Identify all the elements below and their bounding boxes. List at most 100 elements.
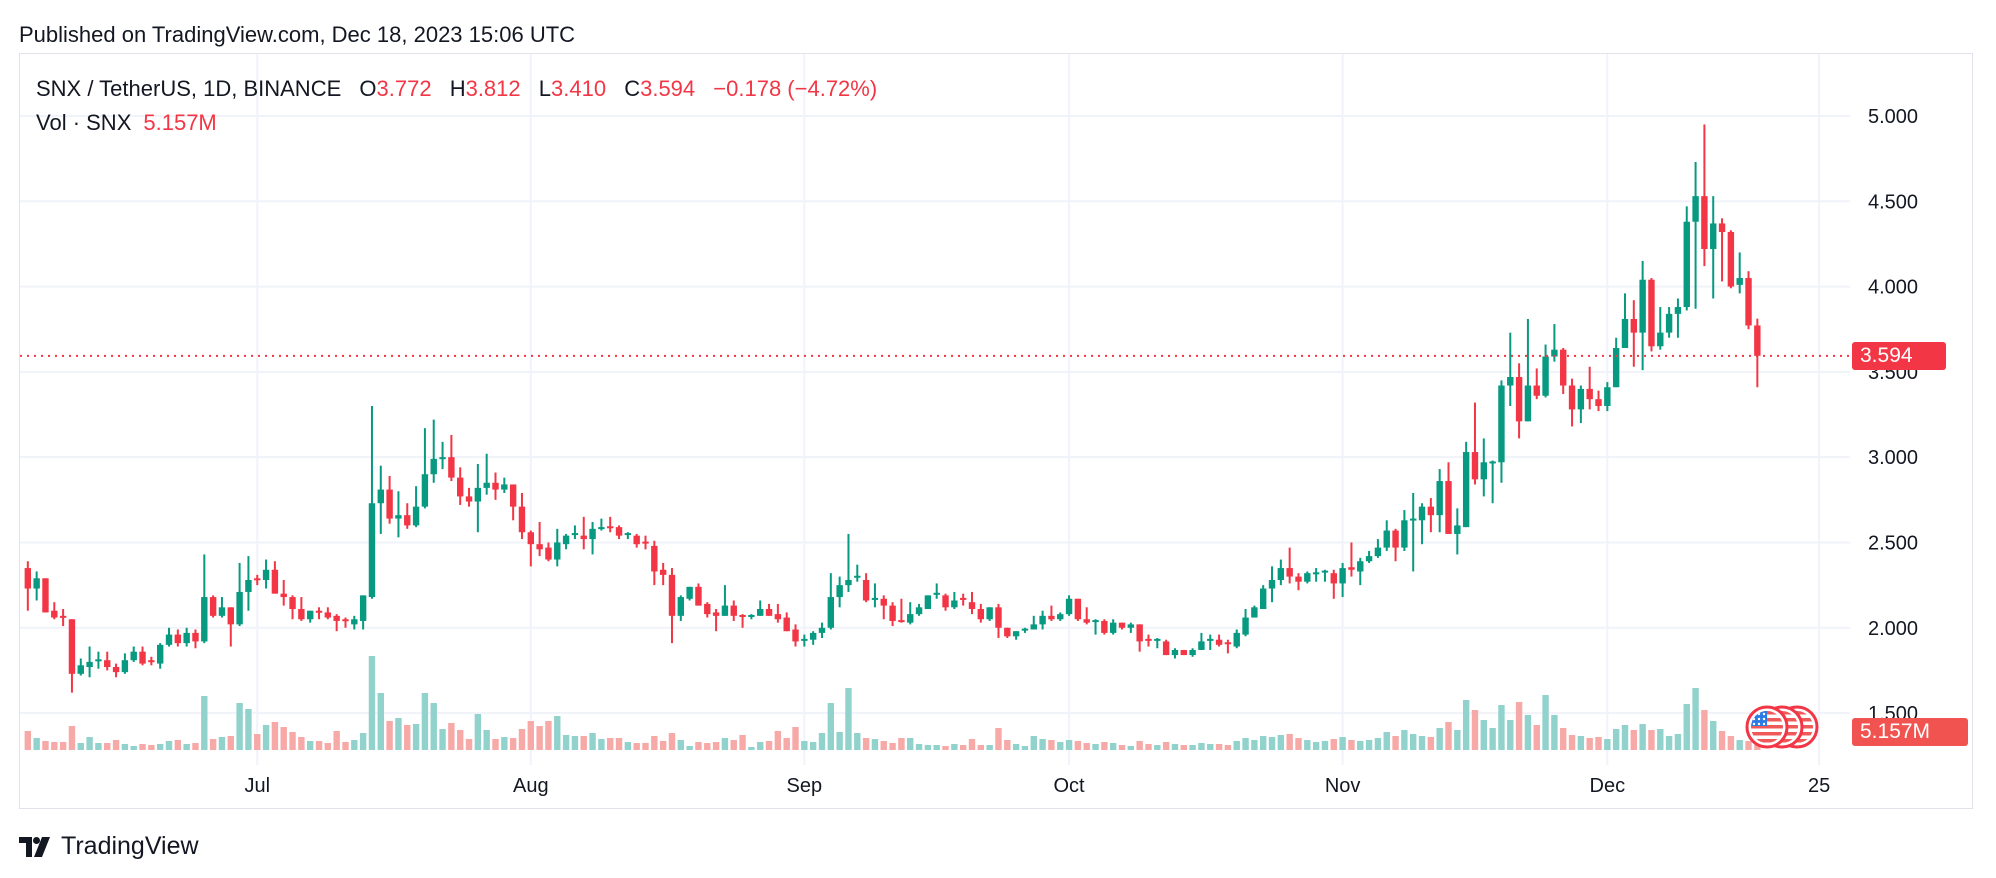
candle — [1012, 631, 1020, 640]
candle — [677, 595, 685, 621]
candle-body — [1251, 607, 1258, 618]
candle — [1524, 318, 1532, 422]
candle-wick — [856, 564, 859, 582]
volume-bar — [1410, 734, 1417, 750]
candle-wick — [1509, 332, 1512, 406]
candle-body — [1648, 279, 1655, 347]
candle — [1286, 547, 1293, 584]
candle-body — [1401, 520, 1408, 548]
volume-label[interactable]: Vol · SNX — [36, 110, 132, 135]
candle — [836, 576, 843, 608]
volume-bar — [1436, 728, 1443, 750]
candle-body — [748, 614, 755, 617]
candle — [518, 492, 526, 540]
candle-body — [765, 609, 773, 616]
candle-body — [483, 482, 490, 488]
candle-wick — [1323, 569, 1326, 582]
y-tick-label: 4.000 — [1868, 277, 1918, 299]
volume-bar — [1701, 710, 1708, 750]
candle-body — [1683, 221, 1690, 308]
volume-bar — [59, 742, 67, 750]
volume-bar — [1648, 730, 1655, 750]
candle — [571, 525, 579, 540]
candle — [1215, 634, 1223, 647]
volume-bar — [1154, 745, 1161, 750]
volume-bar — [412, 724, 420, 750]
candle-body — [536, 544, 543, 550]
y-tick-label: 2.500 — [1868, 532, 1918, 554]
candle — [845, 533, 852, 592]
volume-bar — [1012, 744, 1020, 750]
candle-body — [227, 607, 234, 625]
volume-bar — [1321, 741, 1329, 750]
volume-bar — [1339, 737, 1346, 750]
candle-body — [42, 578, 49, 613]
candle — [1489, 460, 1496, 504]
candle-body — [359, 595, 367, 621]
candle-body — [854, 575, 861, 578]
candle — [1462, 441, 1470, 528]
time-axis[interactable]: Jul Aug Sep Oct Nov Dec 25 — [244, 775, 1830, 797]
volume-bar — [1365, 740, 1373, 750]
volume-value: 5.157M — [143, 110, 217, 135]
volume-bar — [1462, 700, 1470, 750]
candle-wick — [1421, 503, 1424, 545]
volume-bar — [1127, 746, 1135, 750]
candle-wick — [1085, 607, 1088, 625]
candle — [104, 651, 111, 671]
volume-bar — [801, 741, 808, 750]
candle — [977, 603, 985, 623]
candle — [201, 554, 208, 644]
candle — [156, 643, 164, 669]
candle-body — [1736, 278, 1743, 285]
candle-body — [633, 535, 640, 545]
candle — [615, 525, 623, 540]
candle — [1321, 569, 1329, 582]
volume-bar — [730, 740, 737, 750]
candle — [1127, 622, 1135, 633]
candle-wick — [847, 533, 850, 592]
candle — [1745, 271, 1752, 330]
candle-body — [1101, 620, 1108, 633]
candle — [1586, 366, 1593, 410]
high-label: H — [449, 76, 466, 101]
volume-bar — [104, 743, 111, 750]
candle — [1242, 609, 1249, 637]
volume-bar — [1048, 740, 1055, 750]
candle — [421, 428, 429, 509]
volume-bar — [942, 746, 949, 750]
open-label: O — [359, 76, 377, 101]
candle-body — [262, 569, 270, 581]
volume-bar — [404, 725, 411, 750]
volume-bar — [1189, 745, 1196, 750]
volume-bar — [1401, 730, 1408, 750]
symbol-title[interactable]: SNX / TetherUS, 1D, BINANCE — [36, 76, 342, 101]
candle — [509, 484, 517, 521]
candle-body — [412, 506, 420, 526]
candle-body — [51, 610, 58, 618]
candle-body — [271, 569, 279, 594]
candle — [148, 656, 155, 666]
volume-bar — [218, 737, 226, 750]
volume-bar — [439, 729, 446, 750]
us-flag-icon[interactable] — [1745, 705, 1789, 749]
candle-body — [1471, 452, 1479, 480]
volume-bar — [968, 739, 976, 750]
candle — [536, 522, 543, 557]
volume-bar — [1092, 744, 1099, 750]
candle — [730, 600, 737, 621]
candle-body — [1189, 649, 1196, 656]
candle — [59, 609, 67, 627]
volume-bar — [924, 745, 932, 750]
volume-bar — [351, 740, 358, 750]
candle — [271, 561, 279, 594]
candle-body — [1639, 279, 1646, 333]
footer-brand[interactable]: TradingView — [19, 832, 199, 861]
candle — [1498, 380, 1505, 483]
candle — [333, 614, 340, 632]
volume-bar — [1057, 742, 1064, 750]
volume-bar — [1392, 736, 1399, 750]
candle-body — [1339, 568, 1346, 584]
